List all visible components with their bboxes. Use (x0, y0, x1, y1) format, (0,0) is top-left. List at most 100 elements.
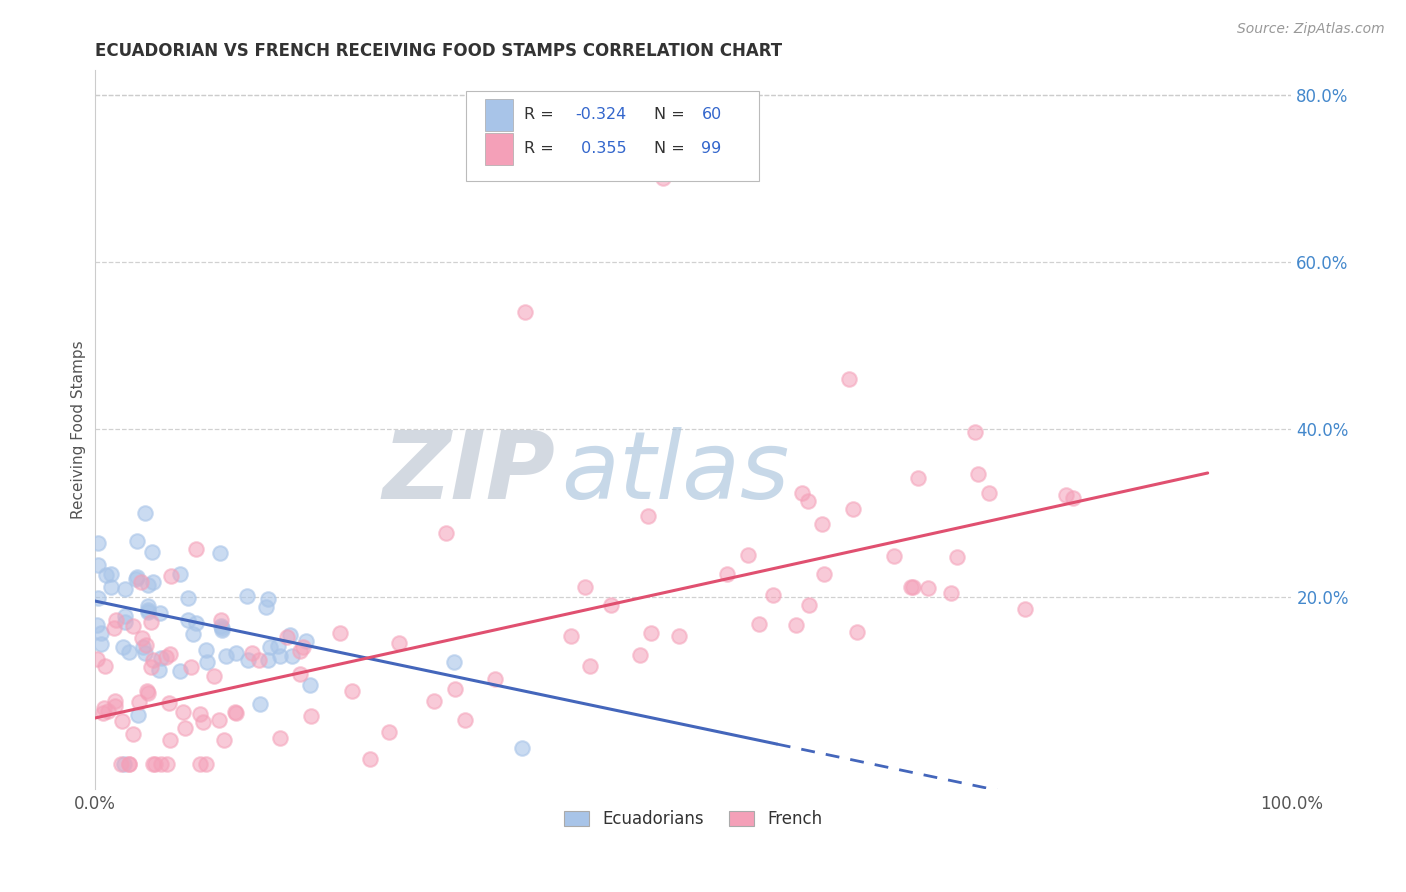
Point (637, 508, 659, 523)
FancyBboxPatch shape (485, 133, 513, 165)
Point (716, 567, 738, 582)
Point (240, 647, 263, 661)
Point (125, 534, 148, 549)
Point (259, 640, 281, 654)
Point (94, 568, 117, 582)
Point (797, 599, 820, 613)
Point (129, 575, 152, 590)
Point (247, 653, 270, 667)
Point (966, 467, 988, 481)
Point (963, 425, 986, 439)
Point (188, 757, 211, 772)
Point (515, 305, 537, 319)
Point (883, 549, 905, 564)
Point (184, 615, 207, 630)
Point (796, 494, 818, 508)
Point (510, 740, 533, 755)
Point (159, 647, 181, 661)
Point (157, 697, 180, 711)
Point (97, 704, 120, 718)
Point (236, 653, 259, 667)
Point (668, 628, 690, 642)
Point (290, 666, 312, 681)
Text: N =: N = (654, 107, 689, 122)
Point (574, 580, 596, 594)
Point (748, 617, 770, 632)
Point (288, 644, 311, 658)
Point (114, 615, 136, 629)
Point (208, 713, 231, 727)
Point (136, 686, 159, 700)
Point (93, 700, 115, 714)
Point (737, 548, 759, 562)
Point (169, 665, 191, 679)
Point (209, 546, 232, 560)
Point (87, 558, 110, 572)
Point (122, 727, 145, 741)
Point (194, 757, 217, 772)
Point (443, 655, 465, 669)
Point (90, 625, 112, 640)
Text: 99: 99 (702, 141, 721, 156)
Point (156, 757, 179, 772)
Point (159, 732, 181, 747)
Point (340, 683, 363, 698)
Point (298, 678, 321, 692)
Text: ZIP: ZIP (382, 426, 555, 518)
Point (224, 705, 246, 719)
Point (136, 603, 159, 617)
Point (139, 615, 162, 629)
Point (136, 684, 159, 698)
Point (138, 578, 160, 592)
Point (181, 626, 204, 640)
Text: R =: R = (524, 141, 560, 156)
Point (104, 694, 127, 708)
Point (114, 582, 136, 597)
Point (100, 580, 122, 594)
Point (136, 599, 159, 614)
Point (149, 651, 172, 665)
Point (188, 706, 211, 721)
Point (257, 591, 280, 606)
Point (87, 536, 110, 550)
Point (292, 640, 315, 654)
Point (184, 542, 207, 557)
Point (100, 566, 122, 581)
Y-axis label: Receiving Food Stamps: Receiving Food Stamps (72, 340, 86, 519)
Point (172, 705, 194, 719)
Point (256, 653, 278, 667)
Point (225, 706, 247, 721)
Point (132, 640, 155, 654)
Point (945, 549, 967, 564)
Point (135, 638, 157, 652)
Point (900, 580, 922, 594)
Point (423, 694, 446, 708)
Point (1014, 601, 1036, 615)
Point (600, 599, 623, 613)
Point (652, 171, 675, 186)
Point (1054, 488, 1077, 502)
Point (907, 471, 929, 485)
Point (628, 648, 651, 662)
Point (131, 631, 153, 645)
Point (180, 660, 202, 674)
Point (212, 733, 235, 747)
Point (141, 544, 163, 558)
Point (378, 725, 401, 739)
Point (454, 713, 477, 727)
Point (149, 757, 172, 772)
Point (169, 566, 191, 581)
Point (939, 585, 962, 599)
Legend: Ecuadorians, French: Ecuadorians, French (557, 804, 830, 835)
Point (560, 629, 582, 643)
Point (90, 637, 112, 651)
Point (134, 506, 156, 520)
Point (977, 485, 1000, 500)
Point (127, 707, 149, 722)
Point (125, 570, 148, 584)
Point (160, 568, 183, 582)
Point (254, 600, 277, 615)
Point (813, 566, 835, 581)
Point (578, 659, 600, 673)
Point (209, 613, 232, 627)
